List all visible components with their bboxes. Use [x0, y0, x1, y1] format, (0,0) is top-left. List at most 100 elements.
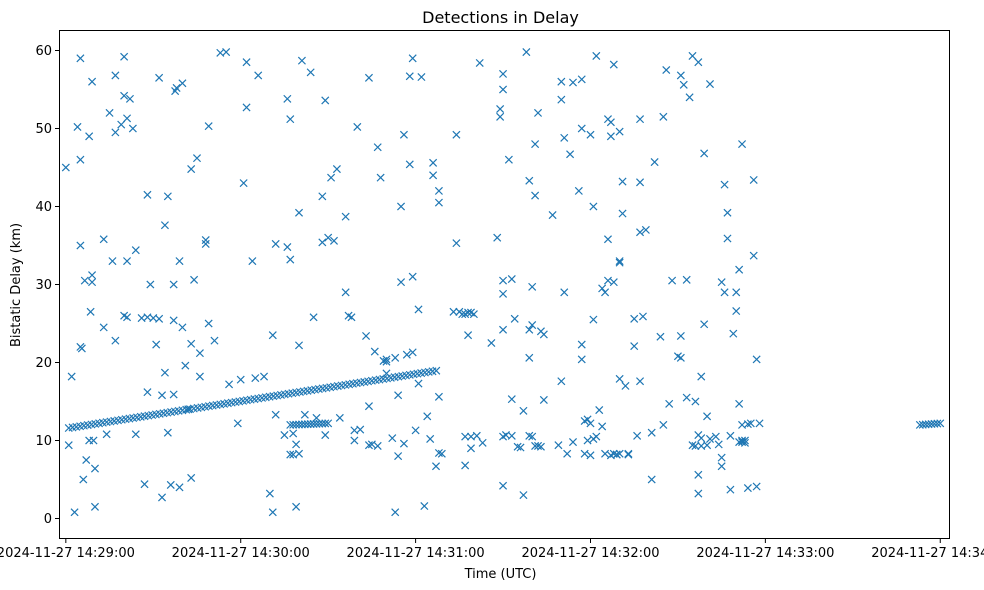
data-point: [723, 208, 732, 217]
data-point: [749, 251, 758, 260]
data-point: [496, 112, 505, 121]
data-point: [525, 353, 534, 362]
data-point: [618, 209, 627, 218]
data-point: [566, 150, 575, 159]
data-point: [268, 331, 277, 340]
data-point: [603, 276, 612, 285]
data-point: [88, 278, 97, 287]
x-tick-label: 2024-11-27 14:31:00: [347, 546, 485, 561]
data-point: [583, 436, 592, 445]
data-point: [636, 178, 645, 187]
data-point: [560, 133, 569, 142]
data-point: [609, 278, 618, 287]
data-point: [694, 58, 703, 67]
data-point: [519, 491, 528, 500]
data-point: [239, 179, 248, 188]
data-point: [478, 438, 487, 447]
data-point: [528, 321, 537, 330]
data-point: [577, 75, 586, 84]
data-point: [117, 120, 126, 129]
data-point: [434, 186, 443, 195]
data-point: [429, 171, 438, 180]
data-point: [452, 130, 461, 139]
data-point: [111, 71, 120, 80]
data-point: [557, 77, 566, 86]
data-point: [120, 52, 129, 61]
y-tick-label: 60: [35, 44, 52, 59]
data-point: [525, 176, 534, 185]
data-point: [685, 93, 694, 102]
data-point: [700, 149, 709, 158]
data-point: [408, 272, 417, 281]
data-point: [90, 464, 100, 473]
data-point: [536, 442, 545, 451]
data-point: [155, 314, 164, 323]
data-point: [606, 118, 615, 127]
data-point: [583, 415, 592, 424]
data-point: [397, 202, 406, 211]
data-point: [306, 68, 315, 77]
data-point: [204, 319, 213, 328]
data-point: [936, 419, 945, 428]
data-point: [309, 313, 318, 322]
data-point: [504, 155, 513, 164]
data-point: [499, 481, 508, 490]
data-point: [749, 175, 758, 185]
data-point: [740, 436, 749, 445]
data-point: [531, 191, 540, 200]
data-point: [88, 77, 97, 86]
data-point: [166, 480, 175, 489]
data-point: [519, 406, 528, 415]
data-point: [294, 208, 304, 217]
data-point: [405, 160, 414, 169]
data-point: [382, 357, 391, 366]
data-point: [432, 366, 441, 375]
data-point: [641, 225, 650, 234]
data-point: [615, 257, 624, 266]
data-point: [102, 430, 111, 439]
data-point: [335, 413, 344, 422]
data-point: [242, 58, 251, 67]
data-point: [615, 127, 624, 136]
data-point: [729, 329, 738, 338]
data-point: [367, 440, 376, 449]
data-point: [598, 284, 607, 293]
data-point: [294, 341, 304, 350]
data-point: [79, 475, 88, 484]
chart-title: Detections in Delay: [422, 8, 579, 27]
data-point: [464, 331, 473, 340]
data-point: [286, 115, 295, 124]
data-point: [88, 271, 97, 280]
data-point: [169, 316, 178, 325]
data-point: [254, 71, 263, 80]
data-point: [740, 438, 749, 447]
data-point: [405, 72, 414, 81]
data-point: [292, 440, 301, 449]
y-tick-label: 0: [44, 512, 52, 527]
data-point: [420, 501, 429, 511]
data-point: [341, 212, 350, 221]
data-point: [297, 56, 306, 65]
data-point: [668, 276, 677, 285]
data-point: [125, 94, 134, 103]
data-point: [286, 255, 295, 264]
data-point: [373, 143, 382, 152]
data-point: [682, 275, 691, 284]
data-point: [187, 165, 196, 174]
data-point: [280, 431, 289, 440]
data-point: [324, 233, 333, 242]
data-point: [528, 432, 537, 441]
data-point: [577, 340, 586, 349]
data-point: [507, 395, 516, 404]
data-point: [548, 211, 557, 220]
data-point: [743, 420, 752, 429]
data-point: [676, 71, 685, 80]
data-point: [143, 388, 152, 397]
data-point: [111, 336, 120, 345]
data-point: [268, 508, 277, 517]
data-point: [201, 236, 210, 245]
data-point: [431, 462, 441, 471]
data-point: [539, 330, 548, 339]
data-point: [289, 429, 298, 438]
